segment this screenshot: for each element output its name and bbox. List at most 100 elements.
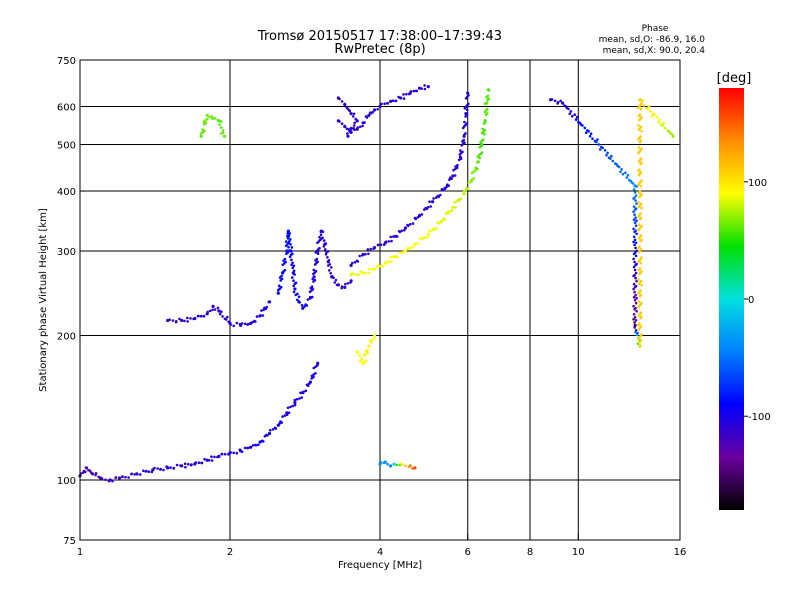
trace-marker (221, 131, 225, 134)
trace-marker (400, 463, 404, 466)
trace-marker (430, 229, 434, 232)
trace-marker (632, 188, 636, 191)
trace-marker (288, 232, 292, 235)
trace-marker (240, 450, 244, 454)
trace-marker (454, 205, 458, 209)
data-point (426, 232, 430, 236)
trace-marker (348, 109, 352, 113)
data-point (638, 98, 642, 102)
trace-marker (329, 272, 333, 275)
x-axis-label: Frequency [MHz] (338, 560, 422, 571)
trace-marker (367, 252, 370, 256)
trace-marker (171, 319, 175, 322)
trace-marker (448, 210, 452, 213)
data-point (451, 174, 455, 178)
trace-marker (382, 461, 386, 465)
trace-marker (192, 317, 195, 321)
trace-marker (153, 466, 156, 470)
trace-marker (448, 176, 452, 179)
trace-marker (313, 278, 317, 282)
trace-marker (404, 464, 407, 468)
trace-marker (332, 276, 335, 280)
trace-marker (639, 171, 643, 174)
trace-marker (375, 265, 379, 268)
trace-marker (289, 238, 292, 241)
trace-marker (293, 398, 297, 402)
trace-marker (633, 290, 636, 294)
trace-marker (453, 174, 457, 177)
trace-marker (633, 268, 637, 272)
trace-marker (344, 282, 347, 286)
trace-marker (472, 170, 476, 173)
trace-marker (340, 122, 344, 125)
trace-marker (183, 462, 187, 466)
trace-marker (574, 118, 578, 121)
trace-marker (286, 406, 290, 410)
trace-marker (640, 333, 643, 336)
trace-marker (353, 121, 357, 125)
trace-marker (278, 422, 281, 425)
trace-marker (216, 118, 220, 122)
trace-marker (469, 180, 473, 184)
trace-marker (470, 171, 474, 175)
trace-marker (474, 169, 478, 172)
y-axis-ticks: 75 100 200 300 400 500 600 750 (57, 56, 86, 547)
trace-marker (277, 284, 281, 288)
trace-marker (107, 479, 111, 483)
trace-marker (481, 127, 485, 131)
y-tick-label: 500 (57, 141, 76, 152)
trace-marker (634, 254, 638, 258)
trace-marker (243, 322, 247, 326)
trace-marker (162, 468, 165, 472)
trace-marker (411, 467, 414, 470)
trace-marker (640, 147, 643, 151)
x-tick-label: 4 (377, 547, 383, 558)
trace-marker (354, 117, 358, 121)
trace-marker (463, 141, 466, 144)
trace-marker (326, 255, 329, 259)
trace-marker (220, 310, 223, 314)
trace-marker (647, 105, 651, 108)
trace-marker (168, 318, 171, 322)
trace-marker (150, 470, 154, 474)
trace-marker (216, 455, 219, 459)
trace-marker (408, 223, 412, 226)
trace-marker (312, 268, 316, 272)
trace-marker (280, 274, 283, 278)
trace-marker (581, 124, 584, 127)
trace-marker (428, 200, 431, 203)
phase-stats-o: mean, sd,O: -86.9, 16.0 (599, 35, 706, 45)
trace-marker (100, 477, 104, 480)
trace-marker (218, 123, 221, 126)
trace-marker (202, 314, 205, 318)
trace-marker (392, 235, 395, 238)
trace-marker (634, 293, 637, 297)
trace-marker (338, 97, 341, 101)
trace-marker (637, 124, 640, 127)
data-point (367, 344, 371, 348)
trace-marker (639, 139, 643, 142)
trace-marker (442, 217, 446, 220)
trace-marker (284, 240, 288, 243)
trace-marker (411, 222, 415, 225)
trace-marker (634, 271, 638, 275)
trace-marker (588, 134, 592, 138)
trace-marker (261, 314, 265, 317)
trace-marker (639, 202, 643, 206)
trace-marker (284, 260, 288, 264)
trace-marker (286, 237, 290, 240)
trace-marker (598, 148, 602, 151)
trace-marker (376, 243, 380, 247)
trace-marker (302, 390, 305, 394)
trace-marker (321, 230, 325, 233)
trace-marker (179, 464, 182, 467)
trace-marker (246, 446, 249, 450)
trace-marker (380, 461, 383, 464)
trace-marker (633, 321, 636, 324)
trace-marker (201, 128, 204, 131)
trace-marker (315, 257, 319, 261)
trace-marker (635, 232, 638, 236)
trace-marker (324, 242, 328, 245)
data-point (403, 226, 408, 230)
